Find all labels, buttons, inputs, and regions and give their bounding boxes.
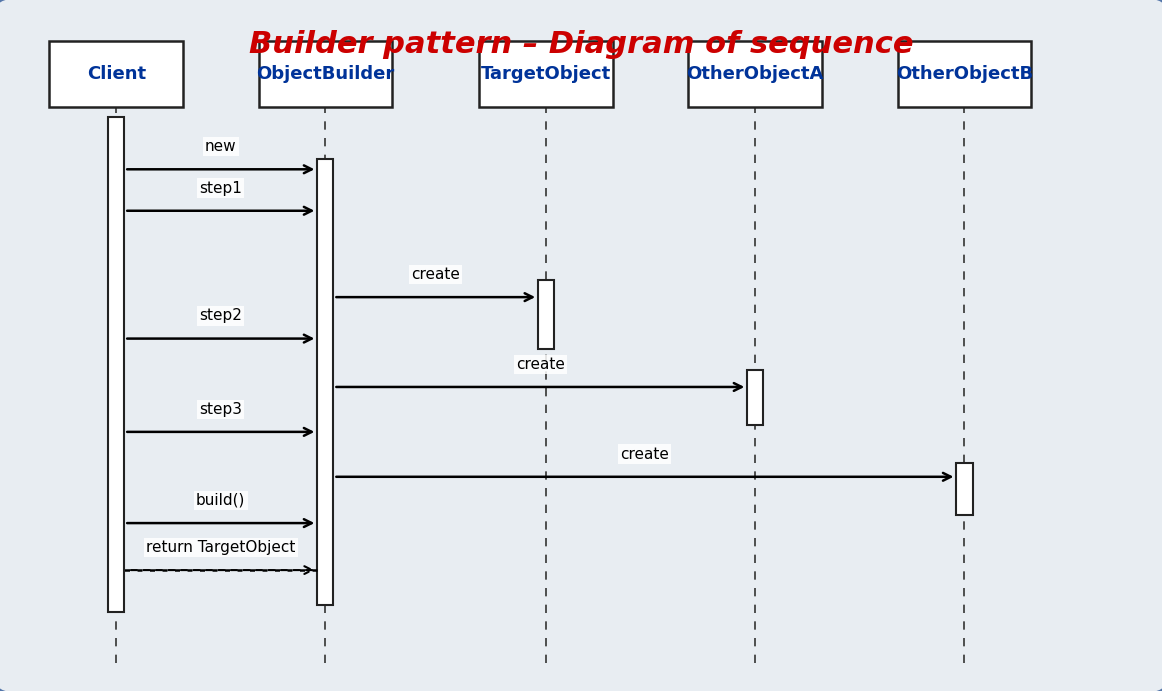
Bar	[897, 41, 1032, 107]
Text: create: create	[621, 446, 669, 462]
Text: step2: step2	[200, 308, 242, 323]
Bar	[538, 280, 554, 349]
Bar	[49, 41, 184, 107]
Text: Client: Client	[87, 65, 145, 84]
Text: OtherObjectA: OtherObjectA	[687, 65, 824, 84]
Bar	[956, 463, 973, 515]
Bar	[688, 41, 823, 107]
Bar	[108, 117, 124, 612]
Text: build(): build()	[196, 493, 245, 508]
Bar	[259, 41, 393, 107]
Bar	[479, 41, 614, 107]
Text: Builder pattern – Diagram of sequence: Builder pattern – Diagram of sequence	[249, 30, 913, 59]
Text: OtherObjectB: OtherObjectB	[896, 65, 1033, 84]
Text: TargetObject: TargetObject	[481, 65, 611, 84]
Text: new: new	[205, 139, 237, 154]
Bar	[747, 370, 763, 425]
Bar	[317, 159, 333, 605]
Text: create: create	[516, 357, 565, 372]
Text: ObjectBuilder: ObjectBuilder	[257, 65, 394, 84]
Text: step3: step3	[199, 401, 243, 417]
Text: create: create	[411, 267, 460, 282]
Text: step1: step1	[200, 180, 242, 196]
Text: return TargetObject: return TargetObject	[146, 540, 295, 555]
